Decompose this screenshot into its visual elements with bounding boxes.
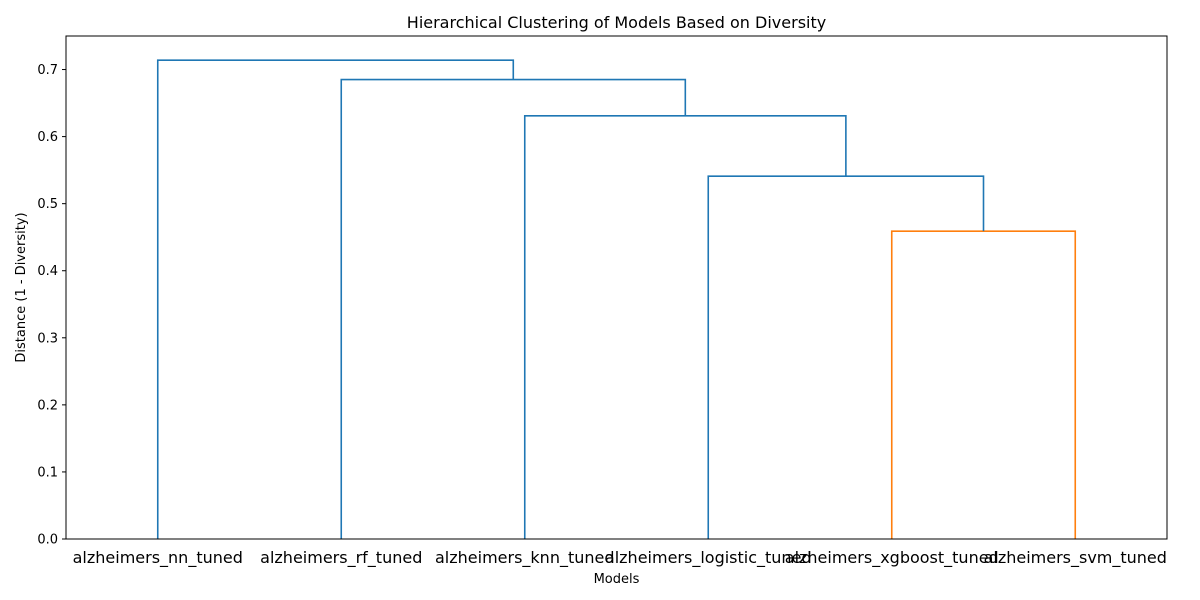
x-axis-title: Models (594, 572, 640, 587)
dendrogram-link-5 (156, 59, 515, 539)
y-tick-label: 0.0 (37, 533, 58, 548)
y-tick-label: 0.5 (37, 197, 58, 212)
dendrogram-link-4 (340, 78, 687, 539)
leaf-label-5: alzheimers_xgboost_tuned (785, 548, 999, 568)
y-tick-label: 0.4 (37, 264, 58, 279)
leaf-label-3: alzheimers_knn_tuned (435, 548, 615, 568)
leaf-label-4: alzheimers_logistic_tuned (605, 548, 812, 568)
leaf-label-1: alzheimers_nn_tuned (73, 548, 243, 568)
chart-title: Hierarchical Clustering of Models Based … (407, 13, 826, 32)
plot-frame (65, 35, 1168, 540)
dendrogram-link-1 (890, 230, 1077, 539)
y-axis-title: Distance (1 - Diversity) (14, 212, 29, 362)
leaf-label-2: alzheimers_rf_tuned (260, 548, 422, 568)
y-axis: 0.0 0.1 0.2 0.3 0.4 0.5 0.6 0.7 (37, 63, 66, 548)
y-tick-label: 0.6 (37, 130, 58, 145)
y-tick-label: 0.2 (37, 398, 58, 413)
y-tick-label: 0.7 (37, 63, 58, 78)
dendrogram-links (156, 59, 1077, 539)
leaf-label-6: alzheimers_svm_tuned (984, 548, 1167, 568)
dendrogram-link-3 (523, 115, 847, 539)
y-tick-label: 0.3 (37, 331, 58, 346)
x-axis: alzheimers_nn_tuned alzheimers_rf_tuned al… (73, 548, 1167, 568)
y-tick-label: 0.1 (37, 465, 58, 480)
